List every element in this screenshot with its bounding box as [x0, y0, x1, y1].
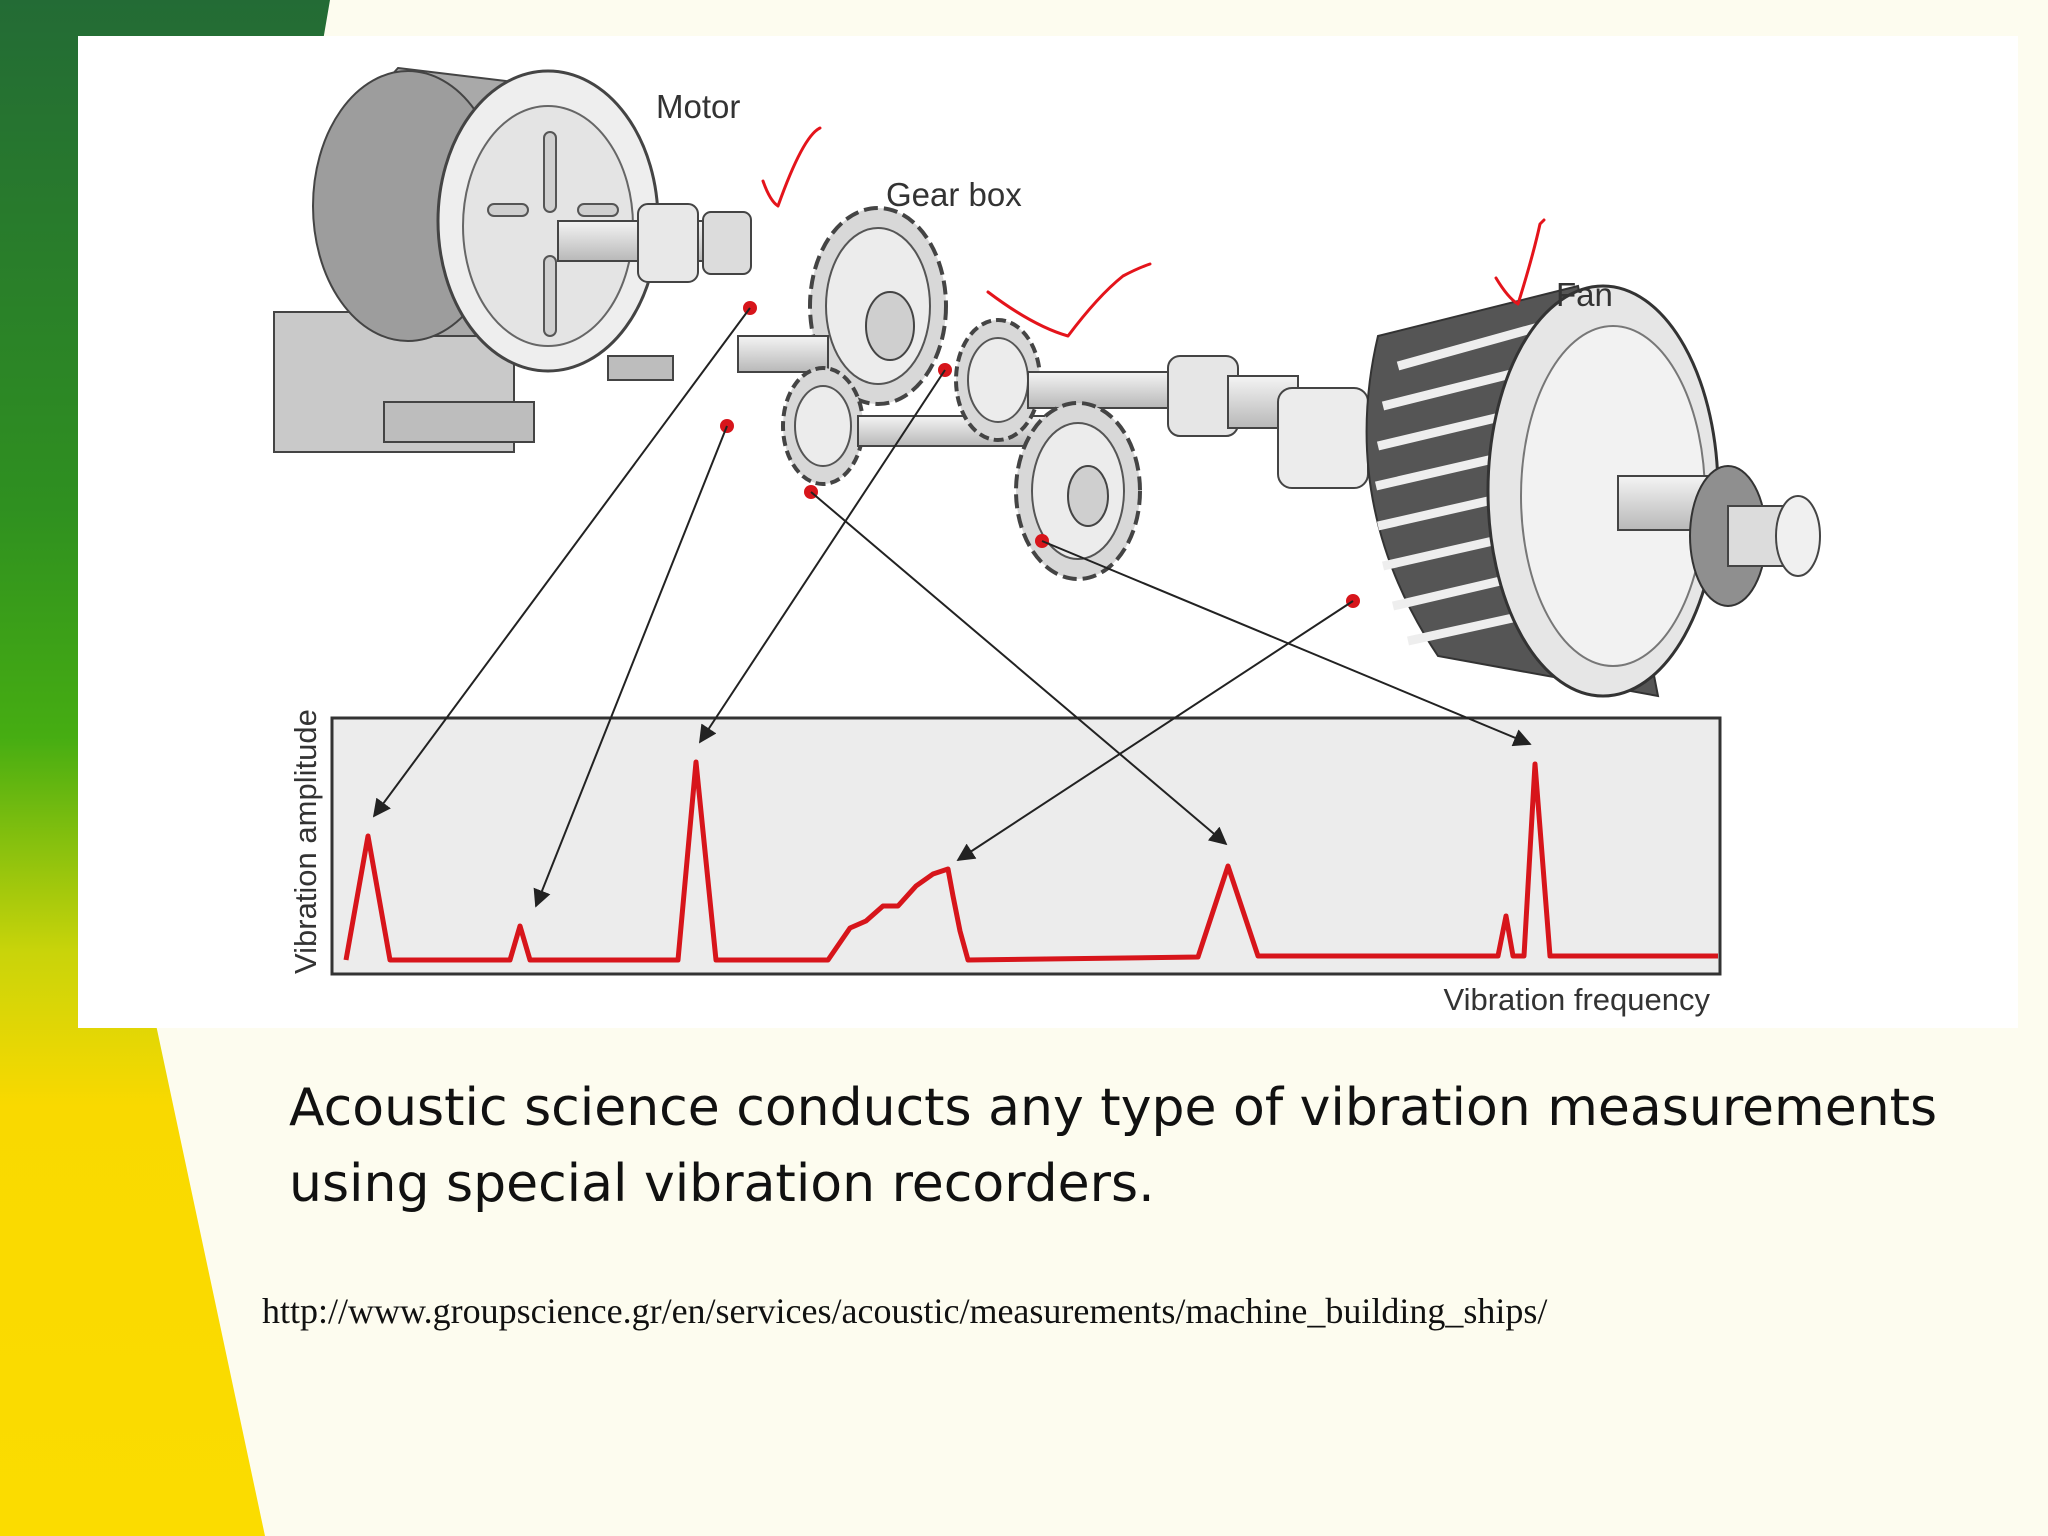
spectrum-plot: [330, 716, 1722, 976]
caption-line-1: Acoustic science conducts any type of vi…: [289, 1078, 1938, 1138]
gearbox-illustration: [737, 206, 1229, 581]
fan-label: Fan: [1556, 276, 1613, 313]
caption: Acoustic science conducts any type of vi…: [289, 1070, 1989, 1222]
gearbox-label: Gear box: [886, 176, 1022, 213]
motor-illustration: [273, 66, 752, 453]
vibration-diagram: Motor Gear box Fan Vibration amplitude V…: [78, 36, 2018, 1028]
source-url: http://www.groupscience.gr/en/services/a…: [262, 1291, 1548, 1331]
handwritten-check-marks: [761, 126, 1546, 338]
x-axis-label: Vibration frequency: [1443, 982, 1710, 1017]
fan-illustration: [1167, 284, 1821, 698]
motor-label: Motor: [656, 88, 740, 125]
correlation-arrows: [372, 307, 1532, 908]
caption-line-2: using special vibration recorders.: [289, 1154, 1155, 1214]
y-axis-label: Vibration amplitude: [288, 709, 323, 974]
